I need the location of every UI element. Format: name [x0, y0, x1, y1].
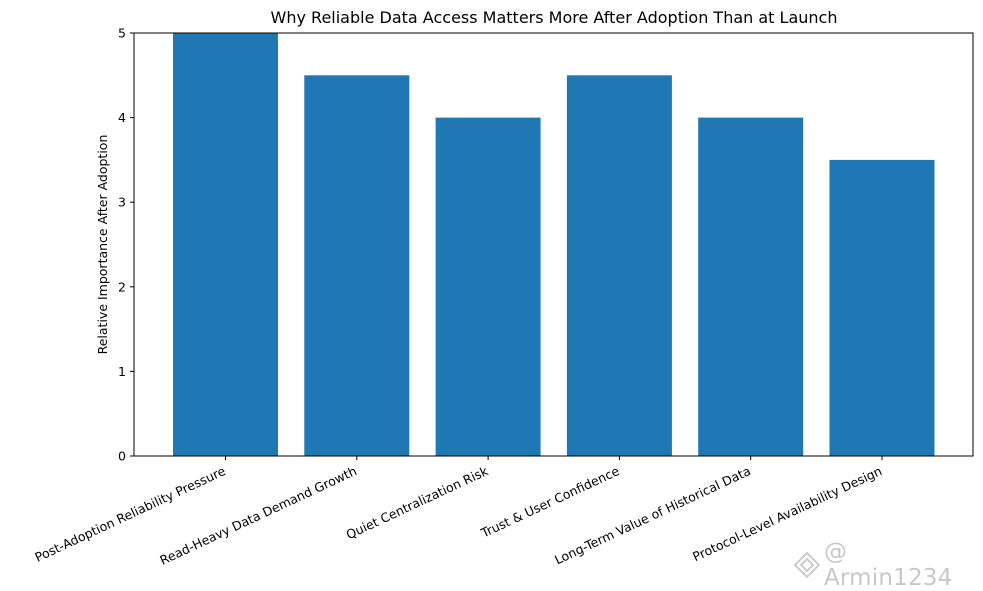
y-tick-label-3: 3: [118, 195, 126, 210]
x-tick-label-2: Quiet Centralization Risk: [344, 463, 491, 542]
platform-logo-icon: [793, 551, 821, 579]
y-tick-label-0: 0: [118, 449, 126, 464]
bar-5: [829, 159, 935, 456]
y-tick-label-1: 1: [118, 364, 126, 379]
y-axis: 0 1 2 3 4 5: [118, 26, 134, 464]
bar-3: [566, 75, 672, 457]
bars-group: [173, 33, 935, 457]
bar-1: [304, 75, 410, 457]
y-tick-label-4: 4: [118, 110, 126, 125]
x-axis: Post-Adoption Reliability PressureRead-H…: [32, 456, 884, 568]
chart-title: Why Reliable Data Access Matters More Af…: [271, 8, 838, 27]
plot-frame: [133, 32, 974, 457]
watermark-text: @ Armin1234: [823, 539, 953, 591]
bar-4: [698, 117, 804, 456]
bar-2: [435, 117, 541, 456]
y-axis-label: Relative Importance After Adoption: [95, 135, 110, 355]
y-tick-label-2: 2: [118, 279, 126, 294]
watermark: @ Armin1234: [792, 539, 983, 591]
x-tick-label-3: Trust & User Confidence: [478, 463, 622, 541]
y-tick-label-5: 5: [118, 26, 126, 41]
bar-0: [173, 33, 278, 456]
